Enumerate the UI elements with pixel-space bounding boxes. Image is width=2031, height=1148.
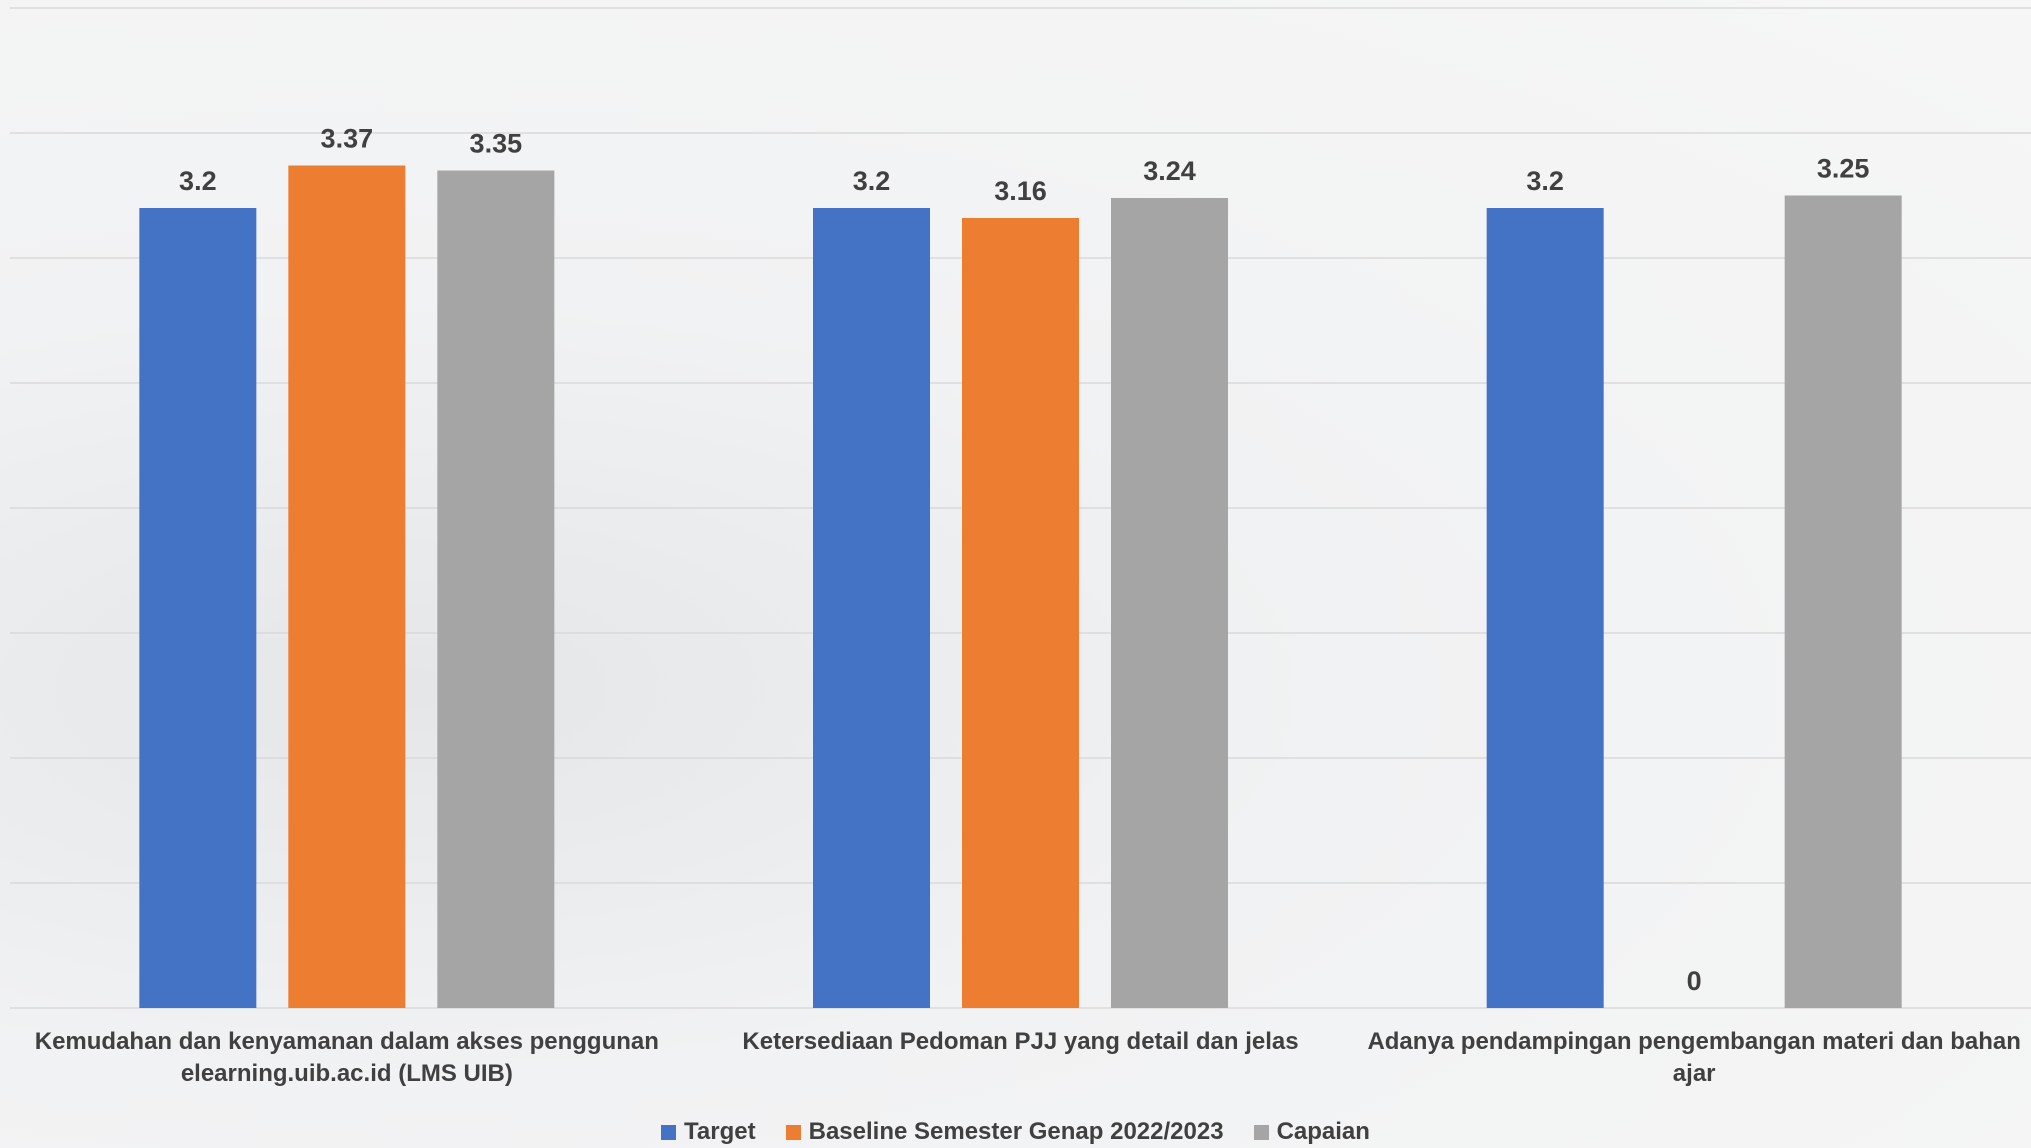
- data-label: 3.2: [853, 166, 891, 196]
- legend-label: Baseline Semester Genap 2022/2023: [808, 1118, 1224, 1145]
- data-label: 3.25: [1817, 154, 1870, 184]
- bar: [437, 170, 555, 1008]
- data-label: 3.35: [470, 129, 523, 159]
- legend: Target Baseline Semester Genap 2022/2023 C…: [0, 1118, 2031, 1146]
- legend-item: Baseline Semester Genap 2022/2023: [785, 1118, 1224, 1146]
- bar: [139, 208, 257, 1008]
- bar: [962, 218, 1079, 1008]
- data-label: 3.16: [994, 176, 1047, 206]
- legend-swatch: [785, 1124, 801, 1140]
- bar: [288, 165, 406, 1008]
- bar: [1111, 198, 1228, 1008]
- data-label: 3.2: [179, 166, 217, 196]
- bar: [1784, 195, 1902, 1008]
- x-tick-label: Ketersediaan Pedoman PJJ yang detail dan…: [742, 1028, 1299, 1055]
- legend-label: Capaian: [1276, 1118, 1370, 1145]
- data-label: 0: [1687, 966, 1702, 996]
- legend-item: Capaian: [1253, 1118, 1370, 1146]
- data-label: 3.24: [1143, 156, 1196, 186]
- legend-label: Target: [684, 1118, 756, 1145]
- legend-swatch: [1253, 1124, 1269, 1140]
- bar: [813, 208, 930, 1008]
- legend-item: Target: [661, 1118, 756, 1146]
- bar: [1486, 208, 1604, 1008]
- data-label: 3.2: [1526, 166, 1564, 196]
- x-tick-label: Adanya pendampingan pengembangan materi …: [1367, 1028, 2021, 1087]
- x-tick-label: Kemudahan dan kenyamanan dalam akses pen…: [34, 1028, 659, 1087]
- legend-swatch: [661, 1124, 677, 1140]
- data-label: 3.37: [321, 124, 374, 154]
